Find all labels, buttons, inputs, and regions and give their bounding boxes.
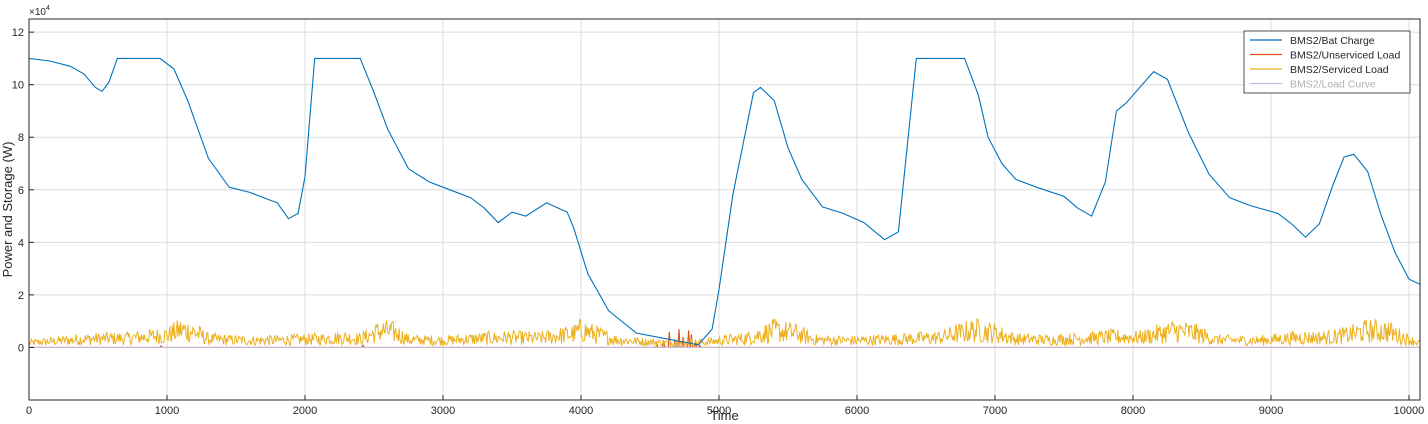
y-tick-label: 12 [12,27,24,39]
legend-label: BMS2/Serviced Load [1290,64,1389,76]
legend: BMS2/Bat Charge BMS2/Unserviced Load BMS2/… [1243,30,1411,94]
y-tick-label: 0 [18,342,24,354]
ticks: 0 1000 2000 3000 4000 5000 6000 7000 8000 9000 100… [12,27,1425,417]
legend-box [1243,30,1411,94]
x-tick-label: 9000 [1259,405,1283,417]
x-tick-label: 6000 [845,405,869,417]
x-tick-label: 10000 [1394,405,1425,417]
x-tick-label: 7000 [983,405,1007,417]
x-tick-label: 0 [26,405,32,417]
series-line-bms2-serviced-load [28,317,1421,348]
axes-box [28,18,1421,401]
legend-label: BMS2/Unserviced Load [1290,50,1400,62]
x-tick-label: 8000 [1121,405,1145,417]
y-tick-label: 10 [12,80,24,92]
series-line-bms2-bat-charge [28,57,1421,346]
x-axis-label: Time [710,408,738,423]
x-tick-label: 3000 [431,405,455,417]
y-tick-label: 6 [18,185,24,197]
y-exponent-label: ×104 [29,5,50,18]
y-tick-label: 4 [18,237,24,249]
x-tick-label: 5000 [707,405,731,417]
legend-label: BMS2/Load Curve [1290,79,1376,91]
y-tick-label: 2 [18,290,24,302]
plot-area [28,57,1421,348]
x-tick-label: 2000 [293,405,317,417]
x-tick-label: 4000 [569,405,593,417]
y-tick-label: 8 [18,132,24,144]
y-axis-label: Power and Storage (W) [0,142,15,278]
legend-label: BMS2/Bat Charge [1290,35,1375,47]
x-tick-label: 1000 [155,405,179,417]
